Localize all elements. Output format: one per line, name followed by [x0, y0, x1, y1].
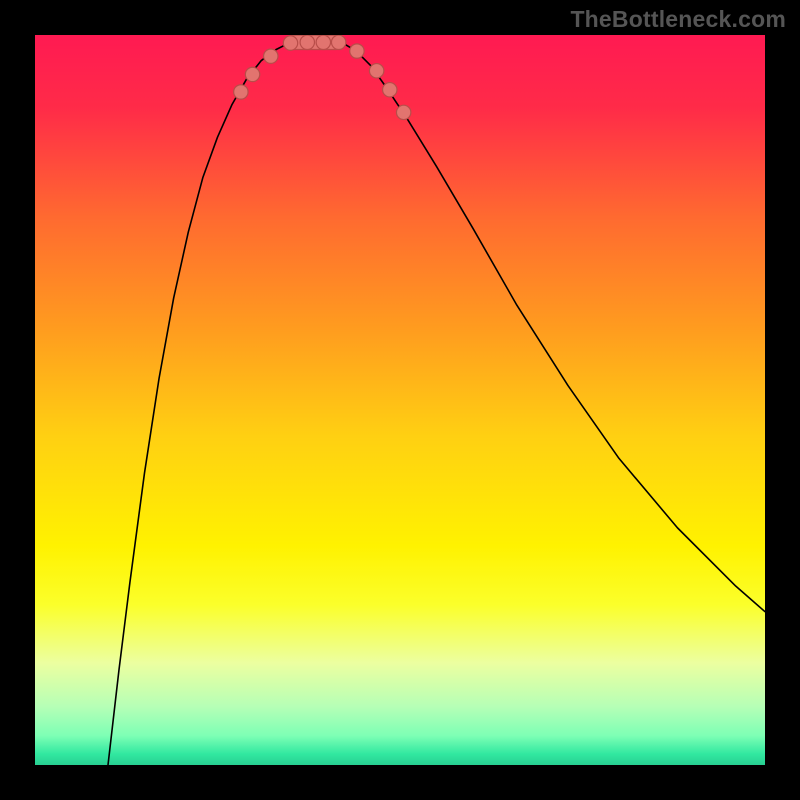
marker-dot [369, 64, 383, 78]
outer-frame: TheBottleneck.com [0, 0, 800, 800]
plot-area [35, 35, 765, 765]
chart-svg [35, 35, 765, 765]
marker-dot [264, 49, 278, 63]
marker-dot [300, 35, 314, 49]
marker-dot [350, 44, 364, 58]
marker-dot [245, 67, 259, 81]
marker-dot [283, 36, 297, 50]
marker-dot [383, 83, 397, 97]
marker-dot [331, 35, 345, 49]
marker-dot [396, 105, 410, 119]
marker-dot [234, 85, 248, 99]
marker-dot [316, 35, 330, 49]
watermark-text: TheBottleneck.com [570, 6, 786, 33]
gradient-background [35, 35, 765, 765]
